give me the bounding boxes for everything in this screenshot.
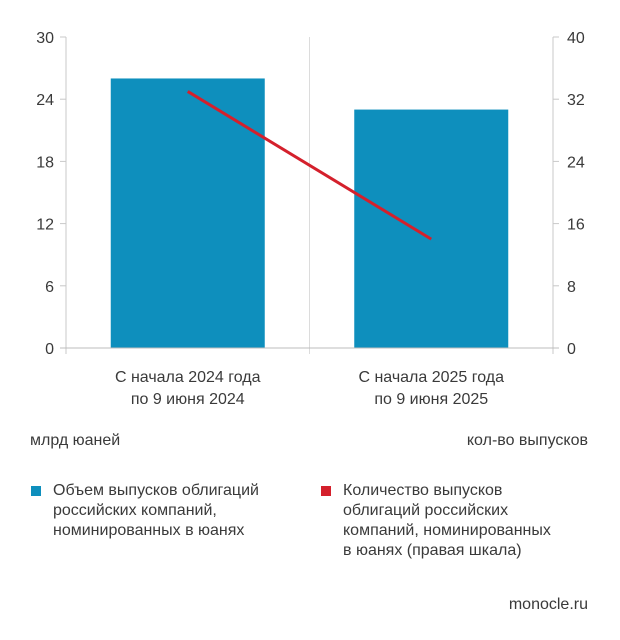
right-tick-label: 24 [567, 154, 585, 171]
right-axis-unit-label: кол-во выпусков [466, 432, 588, 449]
legend-swatch-volume [31, 486, 41, 496]
legend-label-volume: Объем выпусков облигаций российских комп… [53, 482, 259, 539]
right-tick-label: 40 [567, 30, 585, 47]
left-tick-label: 12 [36, 217, 54, 234]
left-tick-label: 0 [45, 341, 54, 358]
legend-label-count: Количество выпусков облигаций российских… [343, 482, 551, 559]
chart: 0 6 12 18 24 30 0 8 16 24 32 40 С начала 2024 года по… [36, 30, 585, 408]
category-label: С начала 2024 года по 9 июня 2024 [115, 369, 261, 408]
source-label: monocle.ru [508, 596, 588, 613]
left-tick-label: 30 [36, 30, 54, 47]
legend-item-volume: Объем выпусков облигаций российских комп… [31, 481, 311, 541]
right-tick-label: 0 [567, 341, 576, 358]
right-tick-label: 16 [567, 217, 585, 234]
legend-swatch-count [321, 486, 331, 496]
count-line [186, 90, 433, 241]
left-tick-label: 18 [36, 154, 54, 171]
bar [110, 78, 265, 348]
left-tick-label: 6 [45, 279, 54, 296]
legend-item-count: Количество выпусков облигаций российских… [321, 481, 601, 561]
category-label: С начала 2025 года по 9 июня 2025 [358, 369, 504, 408]
left-axis-unit-label: млрд юаней [30, 432, 121, 449]
right-tick-label: 32 [567, 92, 585, 109]
right-tick-label: 8 [567, 279, 576, 296]
left-tick-label: 24 [36, 92, 54, 109]
bar [354, 109, 509, 348]
